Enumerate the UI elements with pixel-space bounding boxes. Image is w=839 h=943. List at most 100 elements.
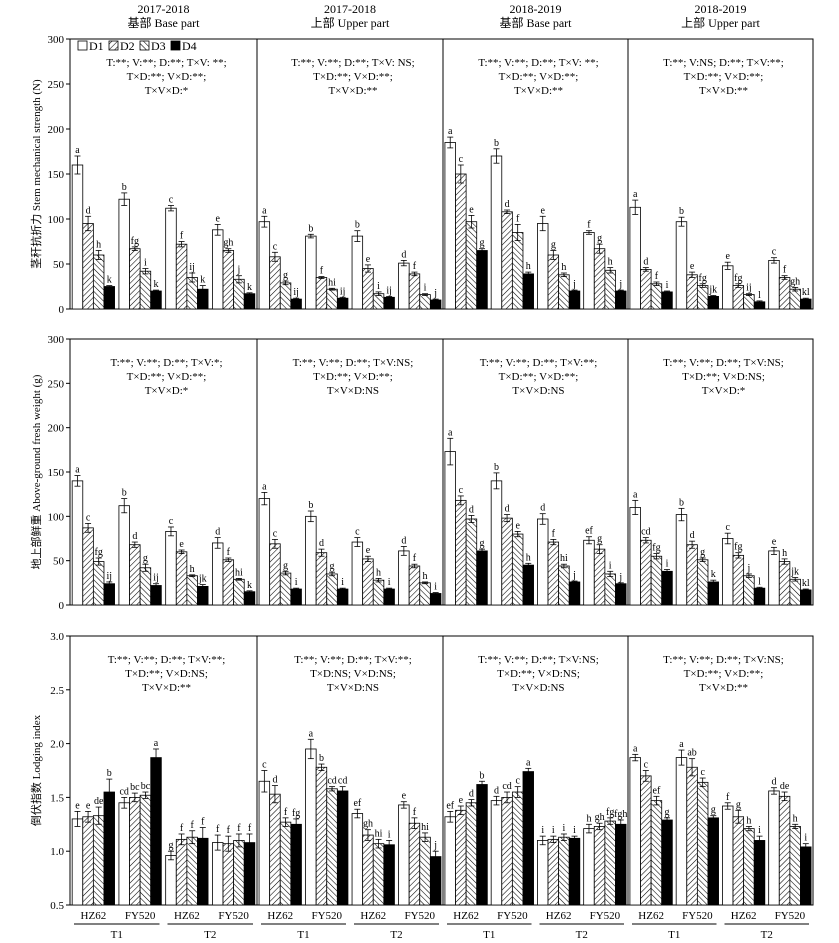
- significance-letter: i: [377, 281, 380, 292]
- significance-letter: g: [283, 270, 288, 281]
- significance-letter: e: [772, 536, 777, 547]
- significance-letter: g: [665, 807, 670, 818]
- y-tick-label: 50: [53, 259, 65, 271]
- significance-letter: a: [633, 189, 638, 200]
- bar-d2: [269, 256, 281, 310]
- bar-d2: [129, 248, 141, 310]
- bar-d1: [537, 223, 549, 310]
- significance-letter: f: [783, 265, 787, 276]
- significance-letter: a: [75, 145, 80, 156]
- bar-d4: [103, 791, 115, 906]
- x-category-label: HZ62: [731, 910, 757, 922]
- significance-letter: fg: [95, 547, 103, 558]
- bar-d1: [305, 748, 317, 906]
- stats-annotation: T:**; V:**; D:**; T×V:*;: [110, 357, 222, 369]
- y-tick-label: 250: [48, 378, 65, 390]
- significance-letter: e: [86, 800, 91, 811]
- significance-letter: f: [248, 823, 252, 834]
- stats-annotation: T:**; V:**; D:**; T×V: NS;: [291, 57, 414, 69]
- bar-d1: [71, 480, 84, 606]
- bar-d2: [269, 793, 281, 906]
- significance-letter: a: [262, 205, 267, 216]
- significance-letter: h: [190, 564, 195, 575]
- significance-letter: cd: [119, 786, 128, 797]
- significance-letter: c: [459, 485, 464, 496]
- panel-frame: [627, 38, 814, 310]
- column-year-label: 2018-2019: [695, 2, 747, 16]
- bar-d1: [583, 539, 595, 606]
- bar-d1: [583, 828, 595, 906]
- treatment-label: T2: [390, 929, 402, 941]
- stats-annotation: T×D:**; V×D:**;: [127, 371, 207, 383]
- bar-d1: [165, 531, 177, 606]
- significance-letter: j: [433, 840, 437, 851]
- significance-letter: a: [75, 465, 80, 476]
- bar-d4: [429, 299, 442, 310]
- bar-d1: [537, 518, 549, 606]
- x-category-label: FY520: [682, 910, 713, 922]
- significance-letter: c: [273, 241, 278, 252]
- significance-letter: gh: [595, 812, 605, 823]
- significance-letter: i: [434, 582, 437, 593]
- significance-letter: d: [132, 531, 137, 542]
- y-tick-label: 1.0: [50, 846, 64, 858]
- bar-d1: [351, 541, 364, 606]
- bar-d4: [336, 790, 349, 906]
- significance-letter: e: [725, 251, 730, 262]
- significance-letter: d: [540, 503, 545, 514]
- significance-letter: g: [700, 547, 705, 558]
- bar-d1: [71, 164, 84, 310]
- bar-d3: [696, 559, 709, 606]
- bar-d3: [419, 294, 431, 310]
- significance-letter: i: [295, 577, 298, 588]
- significance-letter: b: [308, 223, 313, 234]
- legend-swatch-d2: [108, 40, 119, 51]
- treatment-label: T1: [668, 929, 680, 941]
- bar-d1: [675, 221, 688, 310]
- bar-d1: [398, 804, 410, 906]
- treatment-label: T2: [576, 929, 588, 941]
- y-tick-label: 200: [48, 124, 65, 136]
- significance-letter: e: [515, 520, 520, 531]
- significance-letter: f: [413, 261, 417, 272]
- bar-d2: [778, 795, 791, 906]
- significance-letter: e: [459, 795, 464, 806]
- bar-d1: [305, 235, 317, 310]
- bar-d2: [455, 809, 467, 906]
- x-category-label: FY520: [404, 910, 435, 922]
- significance-letter: g: [480, 538, 485, 549]
- stats-annotation: T:**; V:**; D:**; T×V: **;: [478, 57, 598, 69]
- bar-d4: [243, 591, 256, 606]
- x-category-label: HZ62: [360, 910, 386, 922]
- legend-swatch-d1: [77, 40, 88, 51]
- bar-d1: [305, 515, 317, 606]
- significance-letter: ij: [746, 283, 752, 294]
- significance-letter: f: [201, 817, 205, 828]
- bar-d3: [186, 575, 198, 606]
- significance-letter: b: [107, 768, 112, 779]
- significance-letter: d: [771, 777, 776, 788]
- significance-letter: f: [216, 824, 220, 835]
- significance-letter: k: [200, 275, 205, 286]
- column-part-label: 基部 Base part: [128, 15, 201, 30]
- bar-d4: [615, 290, 627, 310]
- significance-letter: jk: [708, 285, 717, 296]
- stats-annotation: T×D:NS; V×D:NS;: [310, 668, 396, 680]
- significance-letter: f: [413, 807, 417, 818]
- bar-d2: [686, 274, 698, 310]
- significance-letter: b: [494, 462, 499, 473]
- stats-annotation: T×D:**; V×D:**;: [684, 668, 764, 680]
- significance-letter: i: [388, 829, 391, 840]
- significance-letter: i: [424, 283, 427, 294]
- bar-d2: [408, 822, 421, 906]
- bar-d4: [615, 583, 627, 606]
- bar-d3: [604, 820, 616, 906]
- bar-d3: [558, 836, 570, 906]
- significance-letter: i: [144, 258, 147, 269]
- significance-letter: ij: [189, 262, 195, 273]
- significance-letter: hi: [375, 828, 383, 839]
- bar-d3: [604, 269, 616, 310]
- bar-d1: [722, 805, 734, 906]
- stats-annotation: T×V×D:NS: [327, 385, 379, 397]
